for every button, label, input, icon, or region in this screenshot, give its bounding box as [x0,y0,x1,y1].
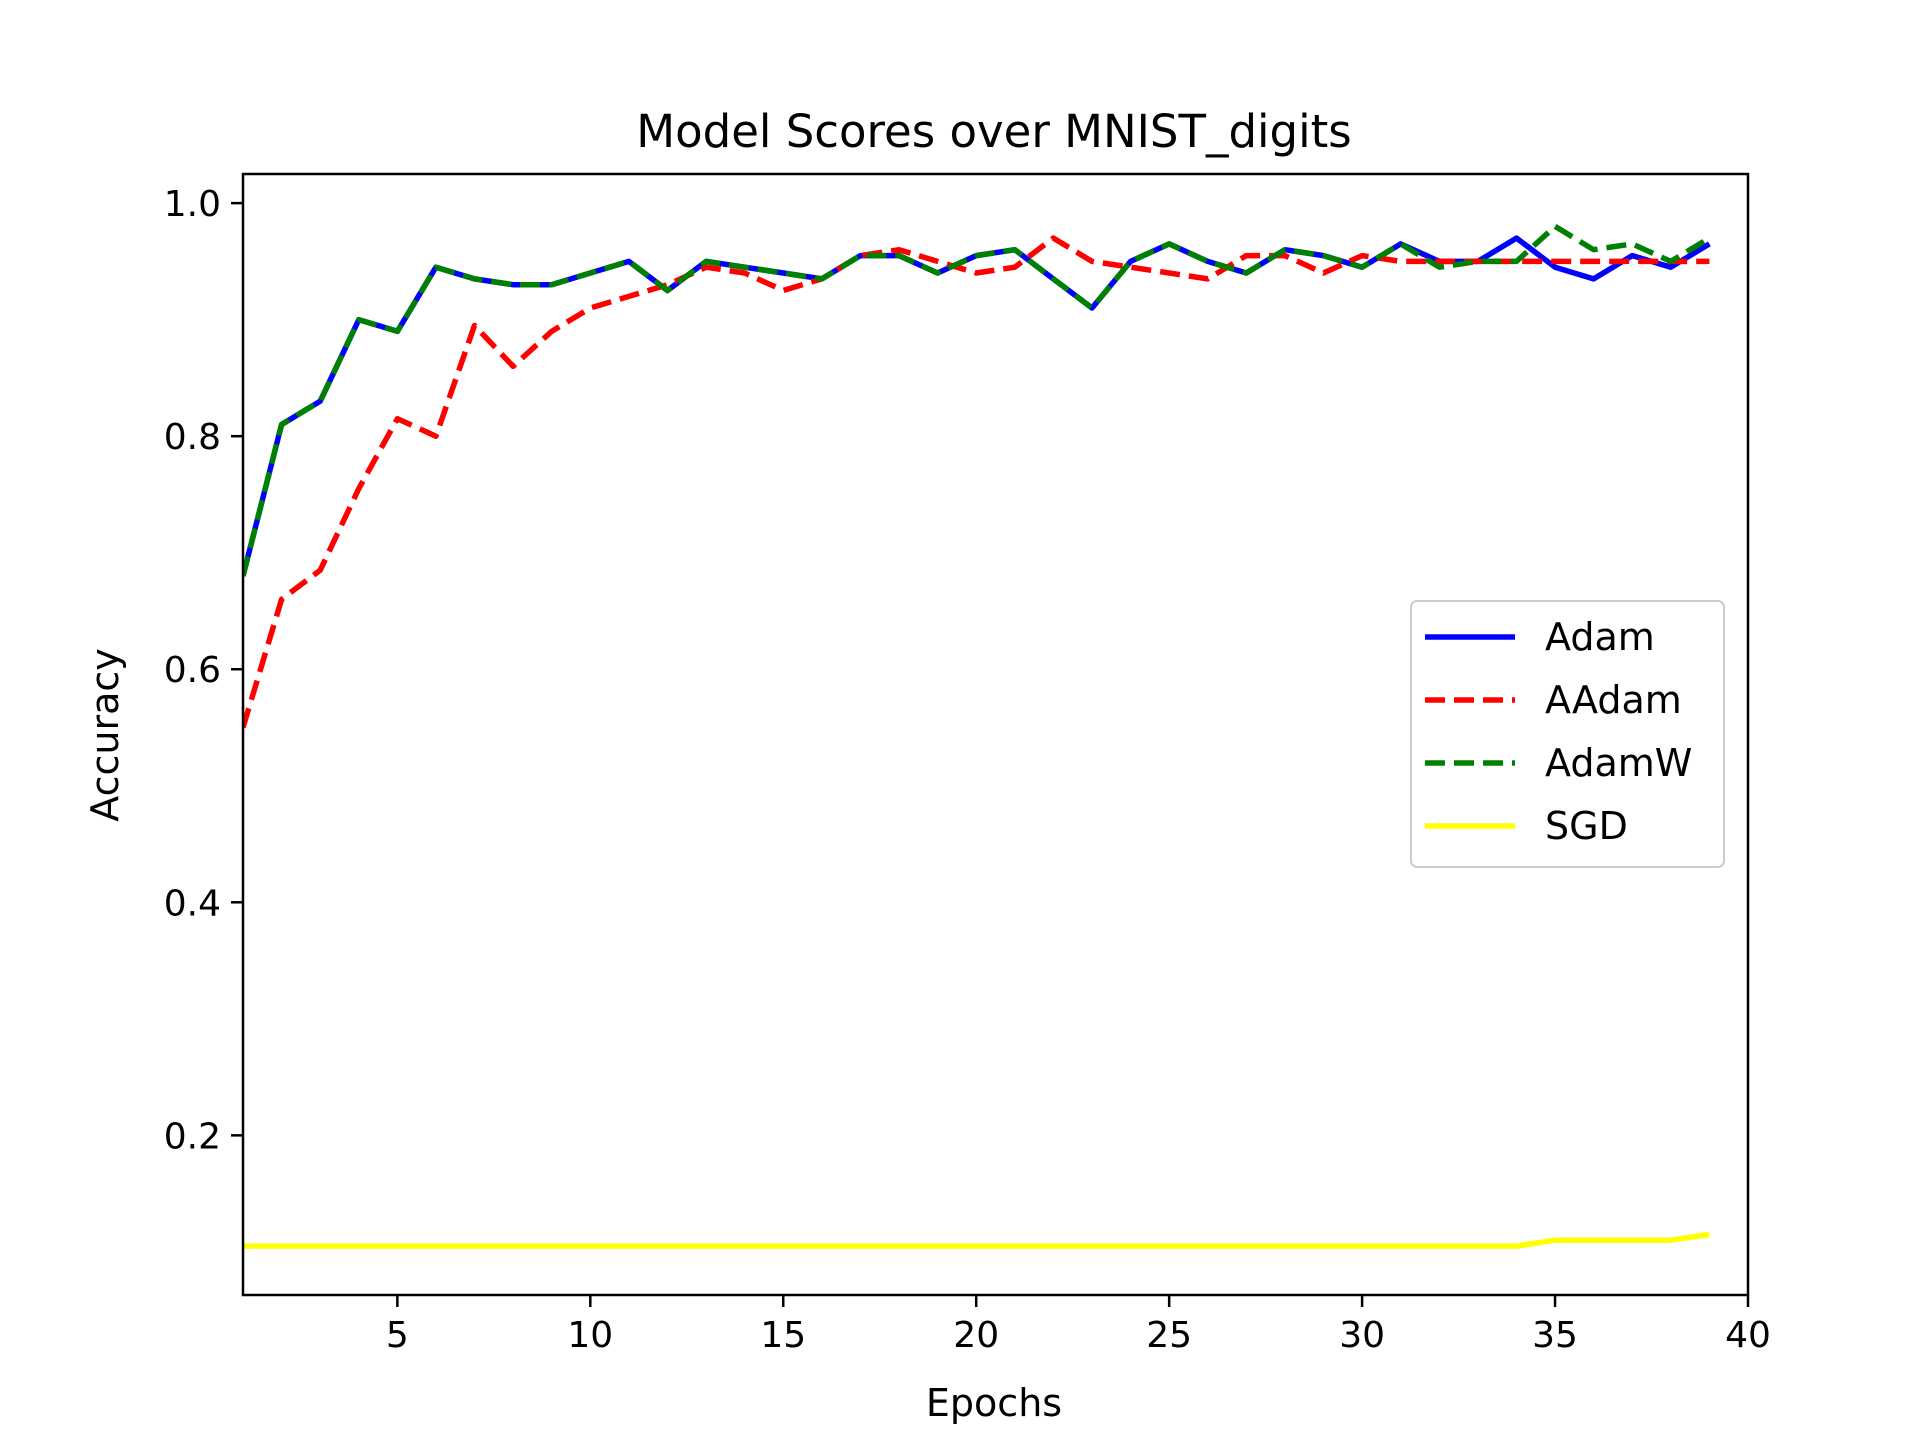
plot-frame [241,172,1750,1297]
legend-label-adam: Adam [1545,615,1655,659]
x-tick-label: 40 [1725,1315,1771,1356]
y-tick-label: 0.8 [164,417,221,458]
y-tick-label: 0.2 [164,1116,221,1157]
y-tick-label: 0.4 [164,883,221,924]
legend-label-sgd: SGD [1545,804,1628,848]
x-tick-label: 5 [386,1315,409,1356]
x-tick-label: 30 [1339,1315,1385,1356]
legend-label-aadam: AAdam [1545,678,1682,722]
series-line-adamw [243,223,1711,577]
y-axis-label: Accuracy [83,648,127,822]
y-axis-ticks: 0.2 0.4 0.6 0.8 1.0 [164,184,243,1157]
x-tick-label: 15 [760,1315,806,1356]
series-layer [243,223,1711,1249]
legend-label-adamw: AdamW [1545,741,1692,785]
x-axis-ticks: 5 10 15 20 25 30 35 40 [386,1295,1771,1356]
chart-title: Model Scores over MNIST_digits [636,105,1351,158]
legend-frame [1410,600,1725,868]
x-tick-label: 20 [953,1315,999,1356]
x-tick-label: 25 [1146,1315,1192,1356]
x-tick-label: 10 [567,1315,613,1356]
y-tick-label: 0.6 [164,650,221,691]
x-tick-label: 35 [1532,1315,1578,1356]
series-line-sgd [243,1231,1710,1249]
legend: Adam AAdam AdamW SGD [1410,600,1725,868]
y-tick-label: 1.0 [164,184,221,225]
x-axis-label: Epochs [926,1381,1062,1425]
